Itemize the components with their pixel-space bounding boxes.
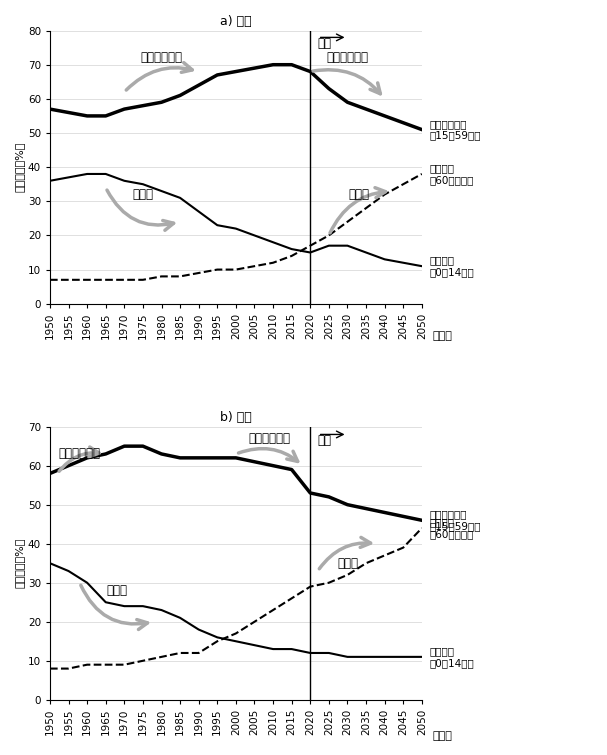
Text: 人口ボーナス: 人口ボーナス	[59, 448, 101, 461]
Text: 生産年齢人口
（15－59歳）: 生産年齢人口 （15－59歳）	[429, 119, 481, 140]
Text: 老年人口
（60歳以上）: 老年人口 （60歳以上）	[429, 163, 473, 185]
Y-axis label: （シェア、%）: （シェア、%）	[15, 142, 25, 193]
Text: （年）: （年）	[433, 331, 453, 341]
Text: 高齢化: 高齢化	[348, 188, 369, 201]
Text: （年）: （年）	[433, 731, 453, 741]
Text: 少子化: 少子化	[106, 584, 127, 597]
Text: 高齢化: 高齢化	[337, 556, 358, 570]
Text: 年少人口
（0－14歳）: 年少人口 （0－14歳）	[429, 255, 474, 277]
Text: 少子化: 少子化	[132, 188, 154, 201]
Text: 人口ボーナス: 人口ボーナス	[140, 51, 183, 64]
Text: 人口オーナス: 人口オーナス	[327, 51, 368, 64]
Title: b) 日本: b) 日本	[220, 411, 252, 424]
Text: 生産年齢人口
（15－59歳）: 生産年齢人口 （15－59歳）	[429, 510, 481, 531]
Text: 年少人口
（0－14歳）: 年少人口 （0－14歳）	[429, 646, 474, 667]
Y-axis label: （シェア、%）: （シェア、%）	[15, 538, 25, 588]
Text: 予測: 予測	[317, 434, 331, 448]
Text: 予測: 予測	[317, 38, 331, 51]
Text: 老年人口
（60歳以上）: 老年人口 （60歳以上）	[429, 517, 473, 539]
Title: a) 中国: a) 中国	[220, 15, 252, 28]
Text: 人口オーナス: 人口オーナス	[248, 432, 290, 445]
